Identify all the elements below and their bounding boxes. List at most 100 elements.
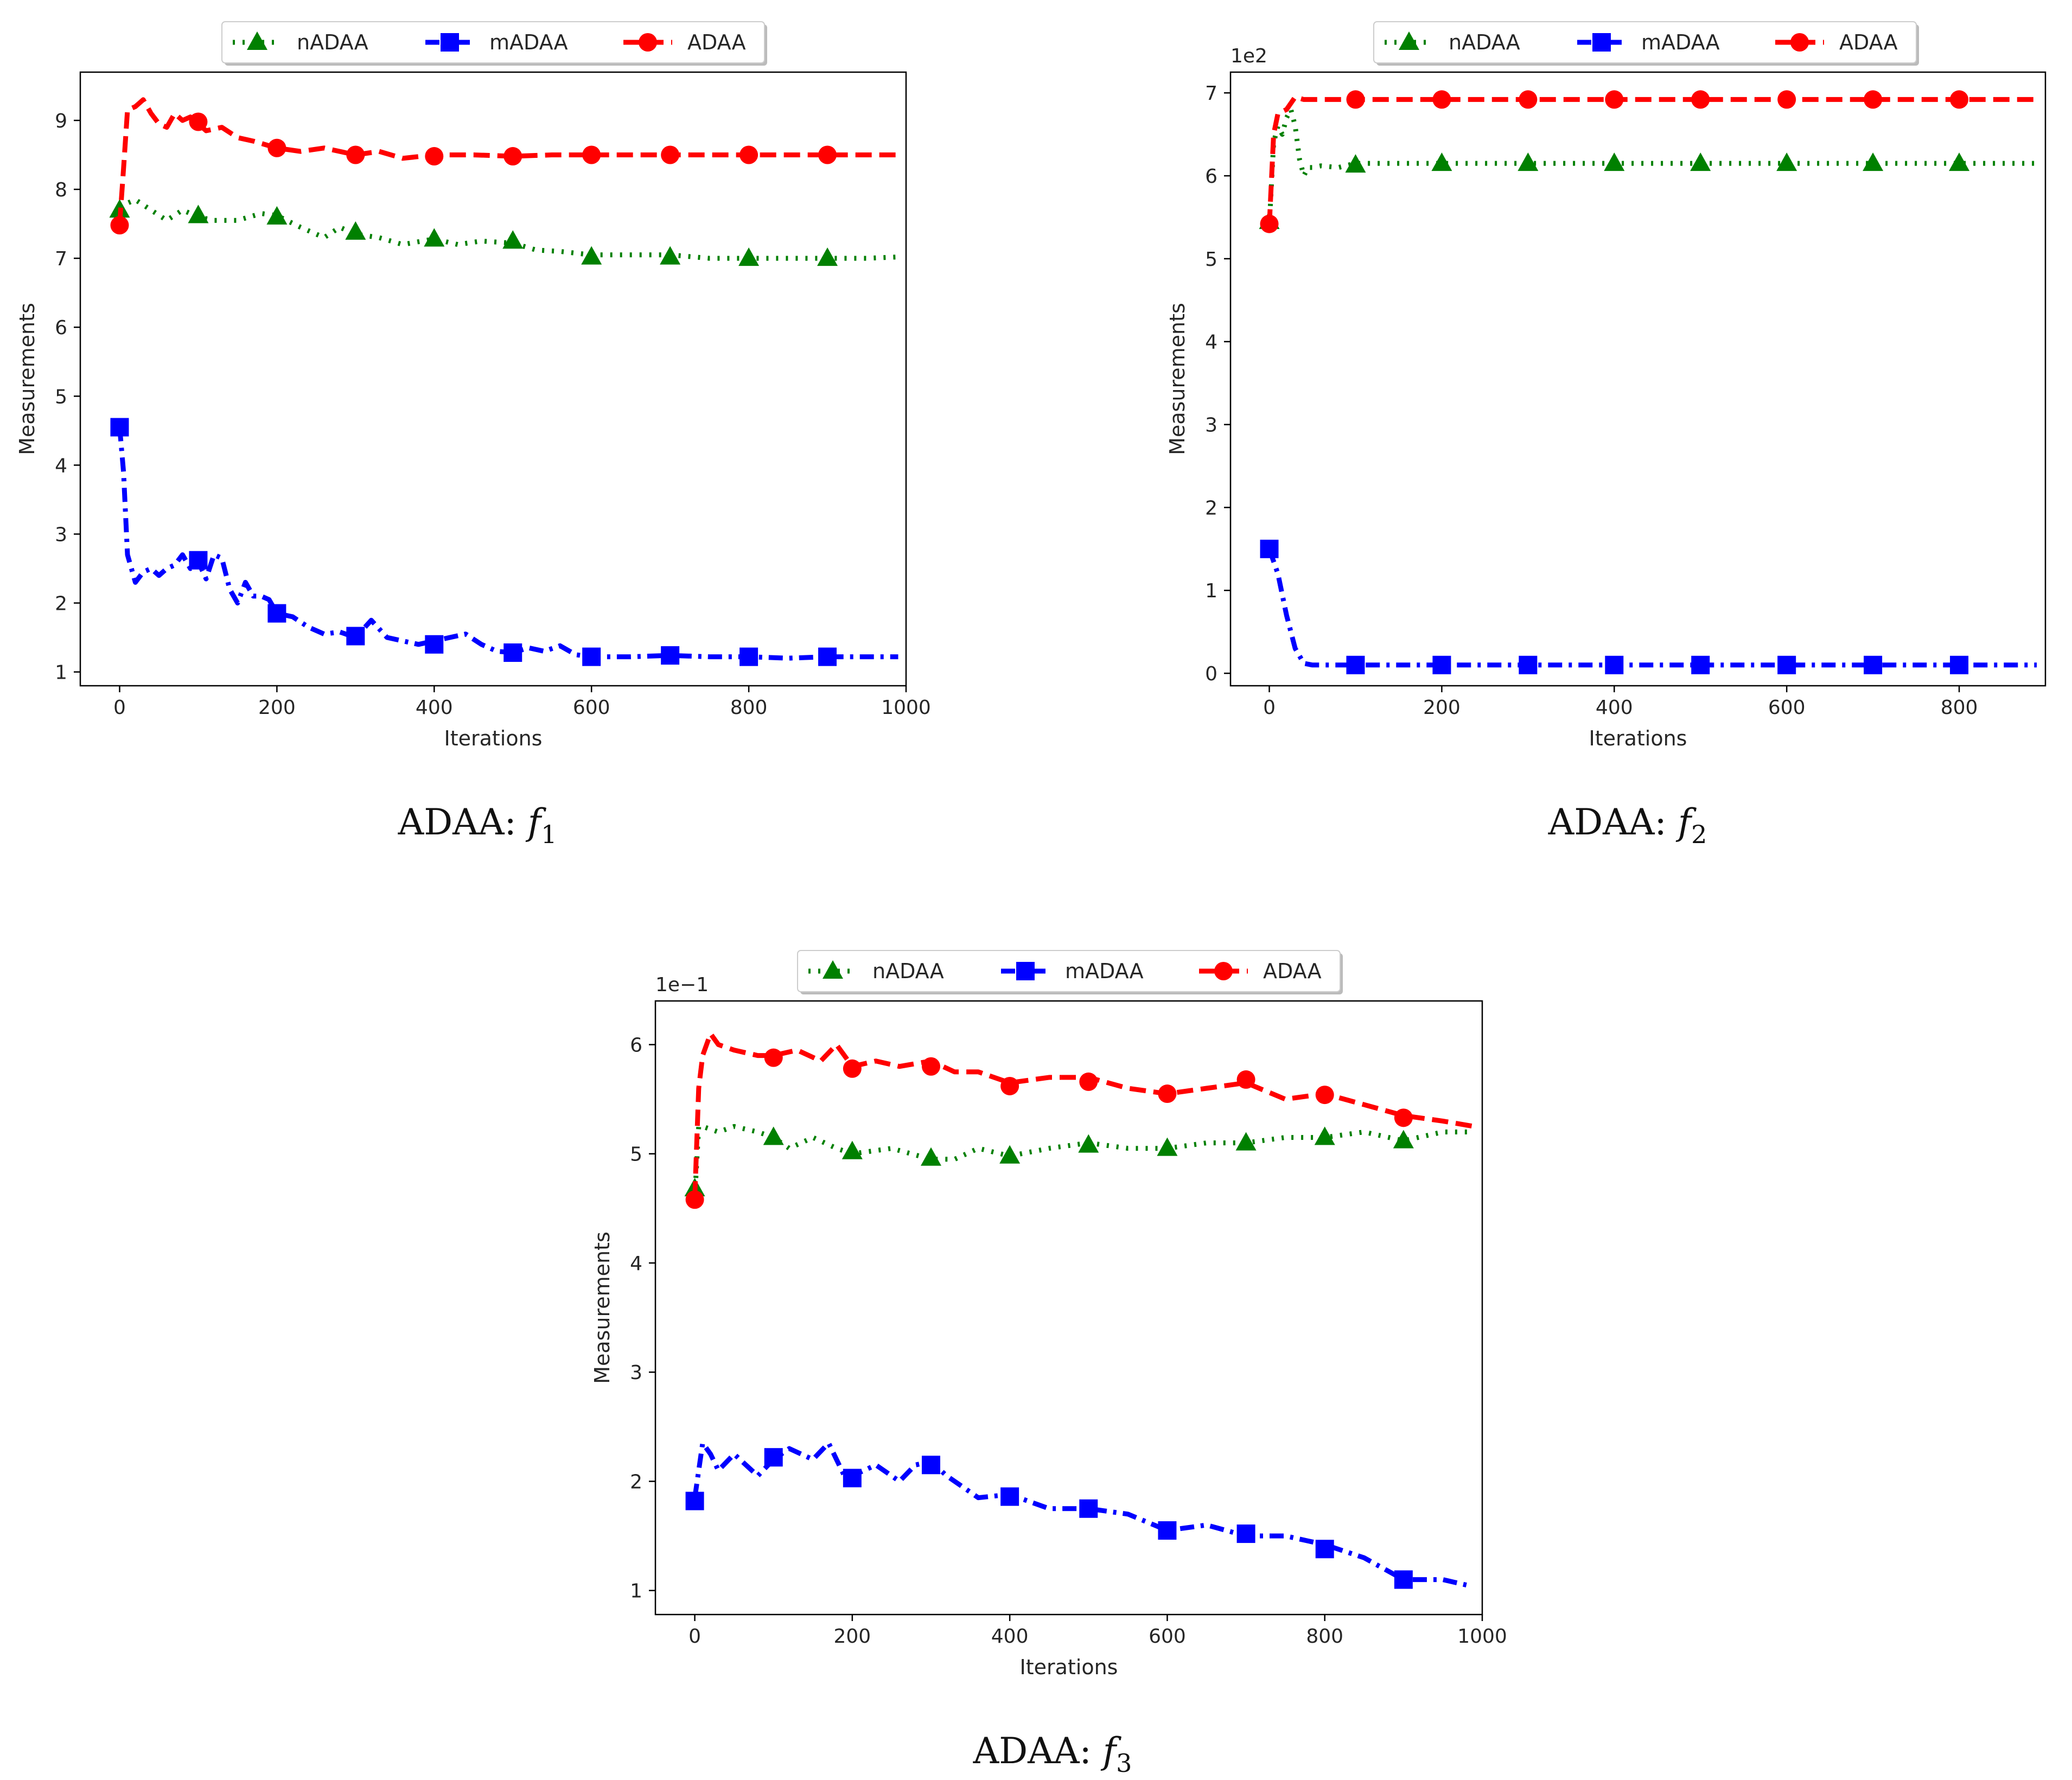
series-line-madaa [692, 1440, 1468, 1588]
legend-label-nadaa: nADAA [297, 30, 368, 54]
legend-label-nadaa: nADAA [1449, 30, 1520, 54]
x-axis-label: Iterations [1020, 1655, 1118, 1679]
data-point-nadaa [345, 221, 366, 240]
data-point-madaa [1236, 1524, 1255, 1543]
series-markers-adaa [685, 1048, 1413, 1209]
data-point-madaa [1260, 539, 1279, 558]
data-point-adaa [843, 1059, 862, 1078]
x-tick-label: 400 [416, 697, 453, 719]
data-point-madaa [1000, 1487, 1019, 1506]
data-point-madaa [503, 643, 522, 662]
x-tick-label: 0 [113, 697, 126, 719]
data-point-adaa [346, 145, 365, 164]
series-markers-madaa [685, 1448, 1413, 1589]
y-tick-label: 5 [1205, 248, 1217, 271]
data-point-madaa [346, 627, 365, 646]
data-point-nadaa [999, 1145, 1021, 1164]
data-point-nadaa [1690, 152, 1711, 171]
data-point-adaa [818, 145, 837, 164]
data-point-nadaa [738, 247, 760, 266]
legend-marker-nadaa [247, 31, 267, 50]
legend-box [1373, 21, 1917, 63]
plot-frame [654, 1000, 1483, 1616]
legend-label-madaa: mADAA [489, 30, 568, 54]
y-tick-label: 6 [630, 1034, 642, 1056]
legend-label-adaa: ADAA [687, 30, 746, 54]
data-point-adaa [1346, 90, 1365, 109]
chart-panel-f1: 0 200 400 600 800 1000 1 2 3 4 5 6 7 8 9 Iterations Meas… [15, 21, 931, 849]
y-tick-label: 2 [55, 593, 67, 615]
x-tick-label: 600 [1149, 1625, 1186, 1648]
data-point-adaa [764, 1048, 783, 1067]
x-tick-label: 800 [730, 697, 768, 719]
data-point-madaa [267, 604, 286, 623]
legend: nADAA mADAA ADAA [797, 950, 1343, 994]
data-point-madaa [1394, 1570, 1413, 1589]
caption-subscript: 2 [1691, 820, 1707, 849]
x-tick-label: 200 [833, 1625, 871, 1648]
data-point-madaa [1158, 1521, 1177, 1540]
data-point-adaa [1432, 90, 1451, 109]
y-tick-label: 1 [630, 1580, 642, 1603]
x-tick-label: 1000 [1457, 1625, 1507, 1648]
y-tick-label: 6 [1205, 165, 1217, 188]
plot-frame [1229, 71, 2047, 687]
data-point-madaa [1864, 655, 1883, 674]
x-tick-label: 600 [573, 697, 610, 719]
legend: nADAA mADAA ADAA [1373, 21, 1919, 66]
series-markers-adaa [1260, 90, 1969, 233]
caption-prefix: ADAA: [973, 1730, 1103, 1772]
data-point-madaa [1691, 655, 1710, 674]
y-tick-label: 5 [630, 1144, 642, 1166]
legend-label-adaa: ADAA [1839, 30, 1898, 54]
data-point-adaa [1260, 214, 1279, 233]
series-markers-madaa [1260, 539, 1969, 674]
data-point-nadaa [1078, 1134, 1099, 1153]
legend-box [797, 950, 1341, 992]
data-point-adaa [661, 145, 680, 164]
data-point-nadaa [1949, 152, 1970, 171]
legend-label-madaa: mADAA [1641, 30, 1720, 54]
y-tick-label: 9 [55, 110, 67, 132]
data-point-nadaa [1345, 154, 1366, 173]
x-tick-label: 200 [258, 697, 296, 719]
panel-caption: ADAA: f2 [1548, 801, 1707, 849]
data-point-madaa [922, 1456, 940, 1475]
legend-marker-madaa [1592, 33, 1611, 52]
data-point-adaa [1315, 1086, 1334, 1105]
data-point-adaa [503, 147, 522, 166]
data-point-madaa [1519, 655, 1538, 674]
panel-caption: ADAA: f1 [398, 801, 557, 849]
data-point-madaa [110, 418, 129, 437]
y-tick-label: 0 [1205, 663, 1217, 685]
panel-caption: ADAA: f3 [973, 1730, 1132, 1778]
data-point-nadaa [1431, 152, 1452, 171]
data-point-adaa [425, 147, 444, 166]
data-point-adaa [1864, 90, 1883, 109]
series-madaa [1267, 548, 2037, 668]
series-line-adaa [117, 97, 898, 224]
data-point-madaa [1315, 1540, 1334, 1559]
legend-marker-nadaa [1399, 31, 1419, 50]
data-point-madaa [1079, 1499, 1098, 1518]
data-point-adaa [1605, 90, 1624, 109]
data-point-nadaa [763, 1126, 784, 1145]
series-markers-nadaa [109, 199, 838, 266]
legend-marker-adaa [1214, 962, 1233, 980]
chart-panel-f2: 0 200 400 600 800 0 1 2 3 4 5 6 7 Iterations Measureme… [1165, 21, 2047, 849]
data-point-madaa [818, 647, 837, 666]
x-axis-label: Iterations [444, 726, 543, 750]
data-point-madaa [1432, 655, 1451, 674]
series-adaa [692, 1031, 1475, 1198]
data-point-madaa [425, 635, 444, 654]
legend-marker-adaa [1790, 33, 1809, 52]
x-tick-label: 800 [1306, 1625, 1343, 1648]
x-axis-label: Iterations [1589, 726, 1687, 750]
legend: nADAA mADAA ADAA [221, 21, 767, 66]
legend-marker-madaa [441, 33, 459, 52]
data-point-nadaa [581, 246, 602, 265]
data-point-nadaa [424, 228, 445, 247]
data-point-madaa [189, 551, 208, 570]
series-adaa [117, 97, 898, 224]
